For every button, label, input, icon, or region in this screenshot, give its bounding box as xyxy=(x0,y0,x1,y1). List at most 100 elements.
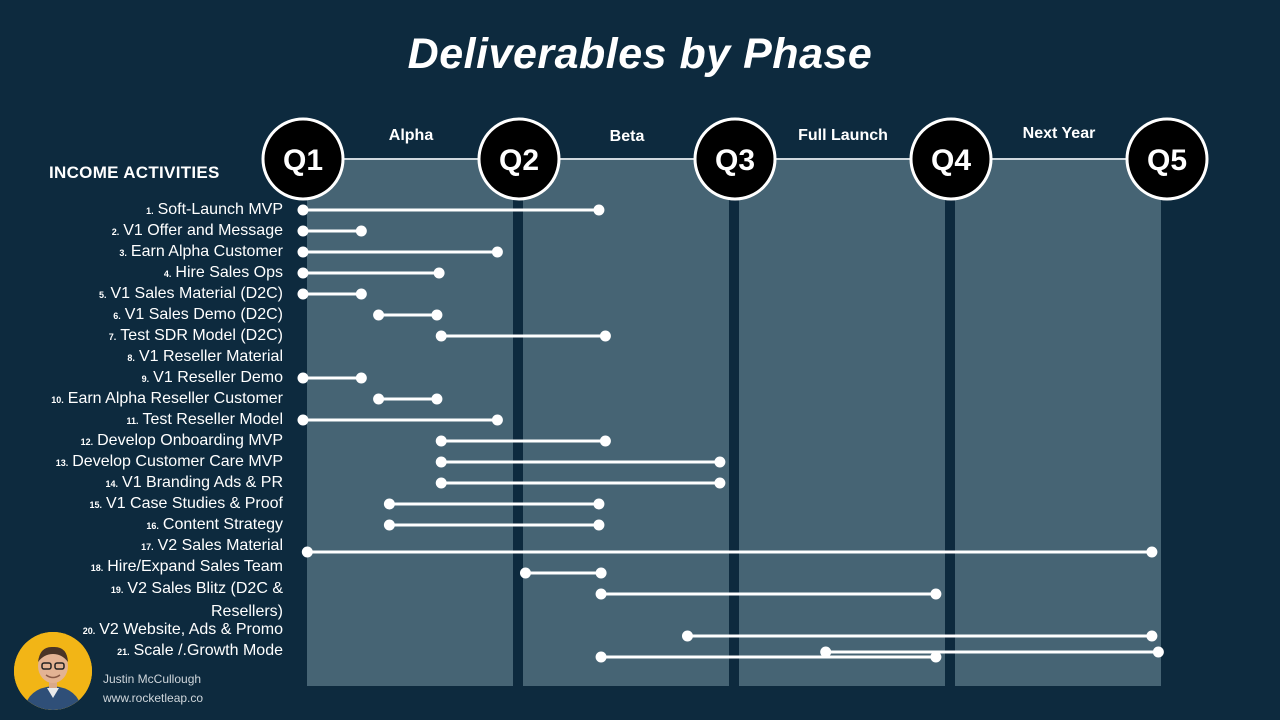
phase-label: Next Year xyxy=(1023,125,1096,142)
bar-end-dot xyxy=(355,372,367,384)
activity-text: Test Reseller Model xyxy=(142,411,284,428)
bar-end-dot xyxy=(1146,546,1158,558)
bar-end-dot xyxy=(599,330,611,342)
activity-text: V1 Case Studies & Proof xyxy=(106,495,283,512)
activity-text: Scale /.Growth Mode xyxy=(133,642,283,659)
phase-column xyxy=(955,160,1161,686)
activity-number: 19. xyxy=(110,585,124,595)
activity-text: Develop Customer Care MVP xyxy=(72,453,283,470)
quarter-circle xyxy=(1125,117,1209,201)
bar-start-dot xyxy=(297,414,309,426)
bar-end-dot xyxy=(433,267,445,279)
activity-label: 4. Hire Sales Ops xyxy=(0,263,283,284)
activity-number: 15. xyxy=(89,500,103,510)
activity-number: 8. xyxy=(127,353,135,363)
activity-text: Earn Alpha Reseller Customer xyxy=(67,390,283,407)
bar-start-dot xyxy=(297,246,309,258)
bar-end-dot xyxy=(1152,646,1164,658)
activity-label: 7. Test SDR Model (D2C) xyxy=(0,326,283,347)
bar-start-dot xyxy=(301,546,313,558)
activity-label: 13. Develop Customer Care MVP xyxy=(0,452,283,473)
activity-number: 14. xyxy=(105,479,119,489)
bar-start-dot xyxy=(435,330,447,342)
presenter-website: www.rocketleap.co xyxy=(103,691,204,705)
activity-number: 6. xyxy=(113,311,121,321)
activity-label: 11. Test Reseller Model xyxy=(0,410,283,431)
bar-start-dot xyxy=(297,372,309,384)
activity-number: 1. xyxy=(146,206,154,216)
quarter-circle xyxy=(261,117,345,201)
bar-end-dot xyxy=(595,567,607,579)
phase-column xyxy=(523,160,729,686)
activity-number: 3. xyxy=(119,248,127,258)
activity-label: 16. Content Strategy xyxy=(0,515,283,536)
quarter-label: Q2 xyxy=(499,144,539,177)
activity-text: V2 Sales Material xyxy=(157,537,283,554)
activity-text: V1 Reseller Material xyxy=(138,348,283,365)
activity-label: 10. Earn Alpha Reseller Customer xyxy=(0,389,283,410)
bar-start-dot xyxy=(595,588,607,600)
bar-end-dot xyxy=(714,456,726,468)
page-title: Deliverables by Phase xyxy=(407,30,873,78)
phase-label: Beta xyxy=(610,128,645,145)
activity-label: 3. Earn Alpha Customer xyxy=(0,242,283,263)
bar-start-dot xyxy=(297,204,309,216)
bar-end-dot xyxy=(431,309,443,321)
activity-text: V1 Sales Material (D2C) xyxy=(110,285,284,302)
quarter-circle xyxy=(693,117,777,201)
activity-label: 17. V2 Sales Material xyxy=(0,536,283,557)
activity-text: V1 Branding Ads & PR xyxy=(122,474,283,491)
activity-number: 17. xyxy=(141,542,154,552)
bar-start-dot xyxy=(435,435,447,447)
activity-number: 4. xyxy=(163,269,172,279)
activity-number: 16. xyxy=(146,521,159,531)
activity-number: 21. xyxy=(117,647,130,657)
activity-label: 15. V1 Case Studies & Proof xyxy=(0,494,284,515)
activity-label: 18. Hire/Expand Sales Team xyxy=(0,557,283,578)
activity-text: V2 Sales Blitz (D2C & Resellers) xyxy=(127,580,283,620)
bar-start-dot xyxy=(383,498,395,510)
phase-label: Full Launch xyxy=(798,127,888,144)
bar-start-dot xyxy=(373,309,385,321)
bar-end-dot xyxy=(355,225,367,237)
activity-text: Hire Sales Ops xyxy=(175,264,283,281)
activity-number: 20. xyxy=(82,626,96,636)
activity-label: 5. V1 Sales Material (D2C) xyxy=(0,284,283,305)
bar-end-dot xyxy=(930,651,942,663)
bar-end-dot xyxy=(593,519,605,531)
bar-start-dot xyxy=(383,519,395,531)
quarter-label: Q3 xyxy=(715,144,755,177)
bar-start-dot xyxy=(297,225,309,237)
activity-label: 1. Soft-Launch MVP xyxy=(0,200,283,221)
bar-start-dot xyxy=(435,456,447,468)
bar-end-dot xyxy=(714,477,726,489)
bar-start-dot xyxy=(595,651,607,663)
activity-label: 8. V1 Reseller Material xyxy=(0,347,283,368)
phase-label: Alpha xyxy=(389,127,434,144)
bar-end-dot xyxy=(599,435,611,447)
section-label: INCOME ACTIVITIES xyxy=(49,163,220,182)
bar-end-dot xyxy=(491,414,503,426)
bar-end-dot xyxy=(431,393,443,405)
quarter-circle xyxy=(477,117,561,201)
activity-number: 18. xyxy=(90,563,104,573)
activity-label: 21. Scale /.Growth Mode xyxy=(0,641,283,662)
activity-text: Earn Alpha Customer xyxy=(130,243,283,260)
bar-start-dot xyxy=(297,288,309,300)
bar-end-dot xyxy=(930,588,942,600)
quarter-label: Q4 xyxy=(931,144,971,177)
activity-label: 6. V1 Sales Demo (D2C) xyxy=(0,305,283,326)
activity-label: 20. V2 Website, Ads & Promo xyxy=(0,620,283,641)
activity-text: V1 Offer and Message xyxy=(123,222,283,239)
presenter-credit: Justin McCullough www.rocketleap.co xyxy=(103,670,203,708)
activity-text: Test SDR Model (D2C) xyxy=(120,327,283,344)
activity-label: 19. V2 Sales Blitz (D2C & Resellers) xyxy=(73,578,283,622)
activity-number: 7. xyxy=(108,332,117,342)
activity-text: Develop Onboarding MVP xyxy=(97,432,283,449)
bar-start-dot xyxy=(373,393,385,405)
activity-number: 10. xyxy=(51,395,64,405)
bar-start-dot xyxy=(820,646,832,658)
activity-number: 13. xyxy=(55,458,69,468)
bar-end-dot xyxy=(355,288,367,300)
